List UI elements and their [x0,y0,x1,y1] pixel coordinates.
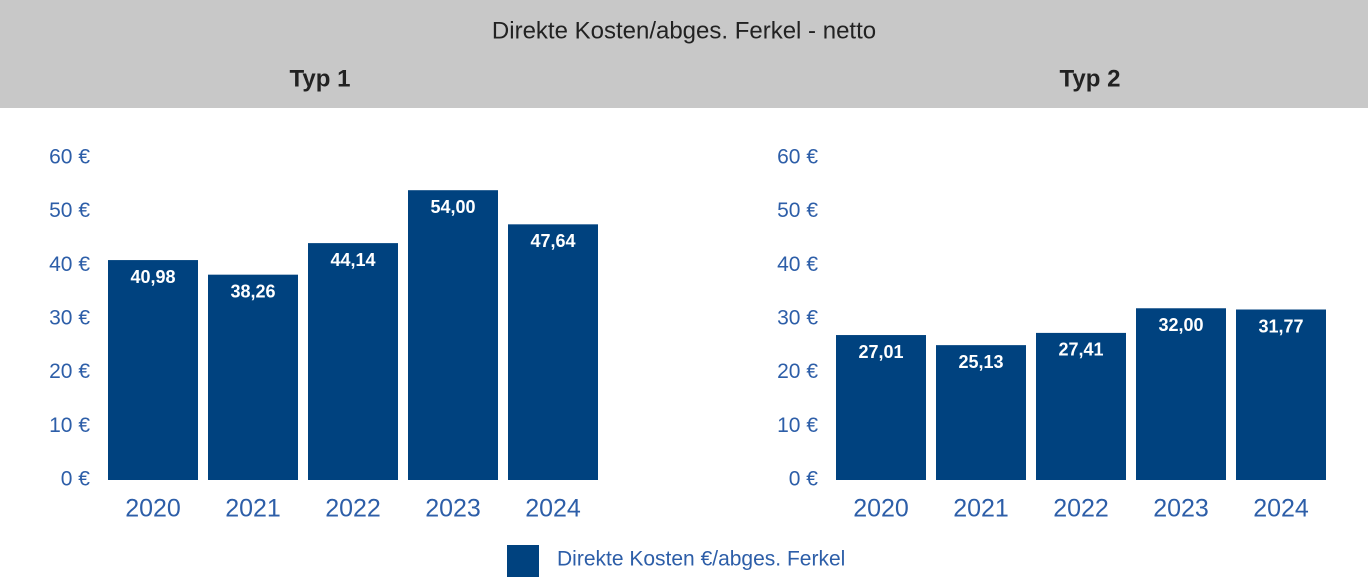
bar [1136,308,1226,480]
x-tick-label: 2023 [425,495,481,523]
header-band [0,0,1368,108]
y-tick-label: 50 € [777,199,818,222]
x-tick-label: 2022 [325,495,381,523]
legend-label: Direkte Kosten €/abges. Ferkel [557,548,845,571]
y-tick-label: 50 € [49,199,90,222]
value-label: 38,26 [230,281,275,301]
y-tick-label: 30 € [777,307,818,330]
x-tick-label: 2020 [853,495,909,523]
bar [1236,309,1326,480]
y-tick-label: 40 € [49,253,90,276]
legend-swatch [507,545,539,577]
panel-title: Typ 2 [1060,65,1121,92]
y-tick-label: 10 € [49,414,90,437]
value-label: 27,01 [858,342,903,362]
x-tick-label: 2021 [953,495,1009,523]
value-label: 54,00 [430,197,475,217]
value-label: 44,14 [330,250,375,270]
bar [1036,332,1126,480]
y-tick-label: 0 € [61,468,91,491]
bar [508,224,598,480]
value-label: 47,64 [530,231,575,251]
bar [836,335,926,480]
y-tick-label: 20 € [49,360,90,383]
value-label: 25,13 [958,352,1003,372]
x-tick-label: 2022 [1053,495,1109,523]
x-tick-label: 2024 [1253,495,1309,523]
bar [208,274,298,480]
chart-title: Direkte Kosten/abges. Ferkel - netto [492,17,876,44]
y-tick-label: 60 € [777,146,818,169]
x-tick-label: 2020 [125,495,181,523]
y-tick-label: 10 € [777,414,818,437]
bar [408,190,498,480]
x-tick-label: 2021 [225,495,281,523]
value-label: 32,00 [1158,315,1203,335]
bar [936,345,1026,480]
bar [108,260,198,480]
y-tick-label: 40 € [777,253,818,276]
value-label: 27,41 [1058,340,1103,360]
x-tick-label: 2023 [1153,495,1209,523]
value-label: 40,98 [130,267,175,287]
y-tick-label: 30 € [49,307,90,330]
panel-title: Typ 1 [290,65,351,92]
bar [308,243,398,480]
x-tick-label: 2024 [525,495,581,523]
y-tick-label: 60 € [49,146,90,169]
y-tick-label: 0 € [789,468,819,491]
value-label: 31,77 [1258,316,1303,336]
y-tick-label: 20 € [777,360,818,383]
